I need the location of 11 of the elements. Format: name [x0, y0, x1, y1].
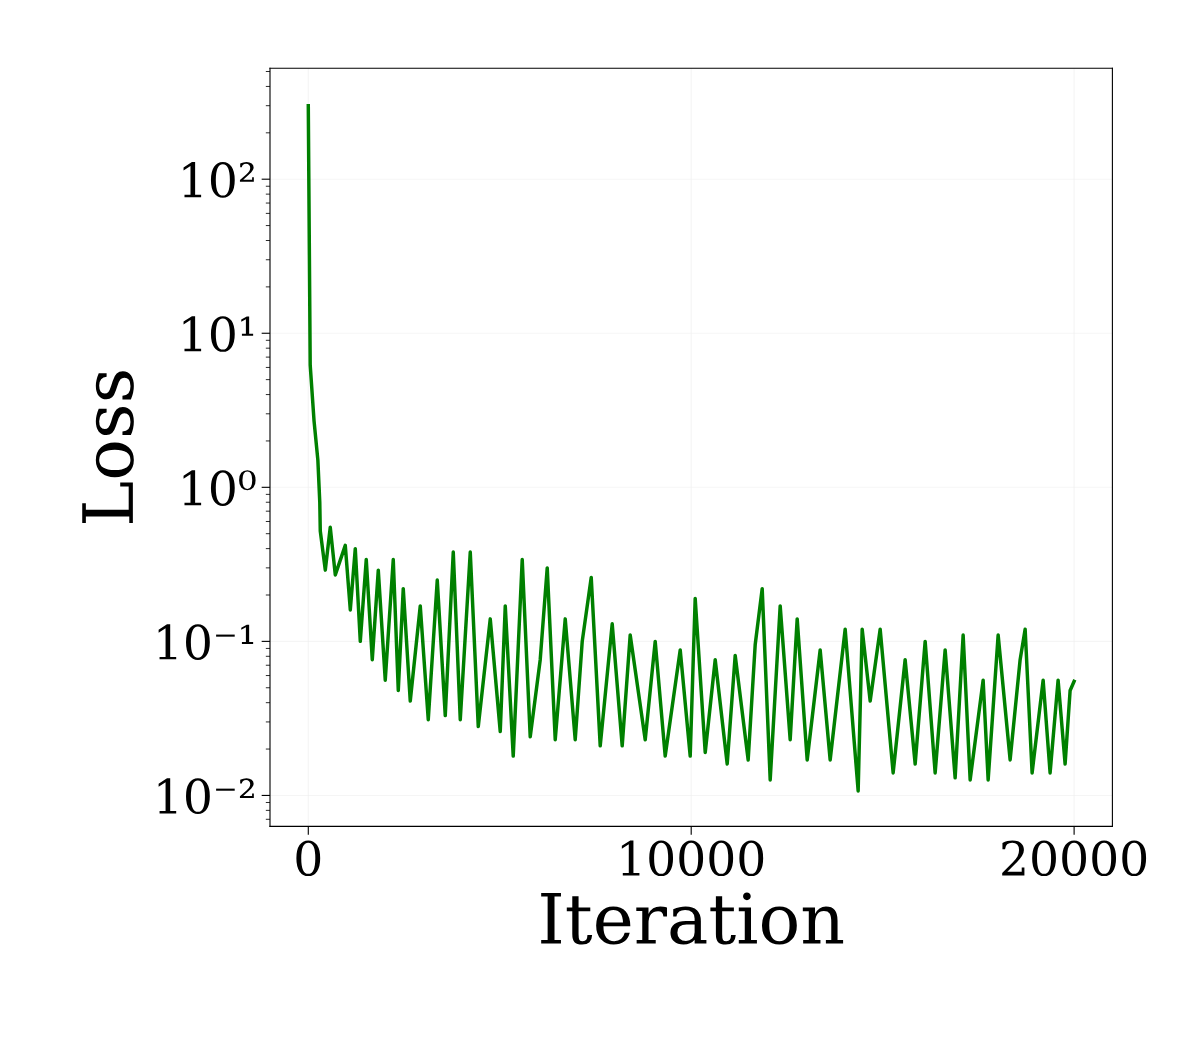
y-tick-label: 10¹	[183, 316, 254, 352]
y-tick-label: 10⁰	[183, 470, 256, 506]
y-tick-label: 10⁻²	[158, 778, 254, 815]
x-tick-label: 0	[296, 840, 321, 877]
x-axis-title: Iteration	[541, 892, 844, 945]
y-axis-title: Loss	[82, 371, 134, 524]
x-tick-label: 10000	[621, 840, 764, 877]
y-tick-label: 10²	[183, 162, 254, 198]
line-series	[306, 103, 1076, 793]
x-tick-label: 20000	[1002, 840, 1147, 877]
y-tick-label: 10⁻¹	[158, 624, 254, 660]
